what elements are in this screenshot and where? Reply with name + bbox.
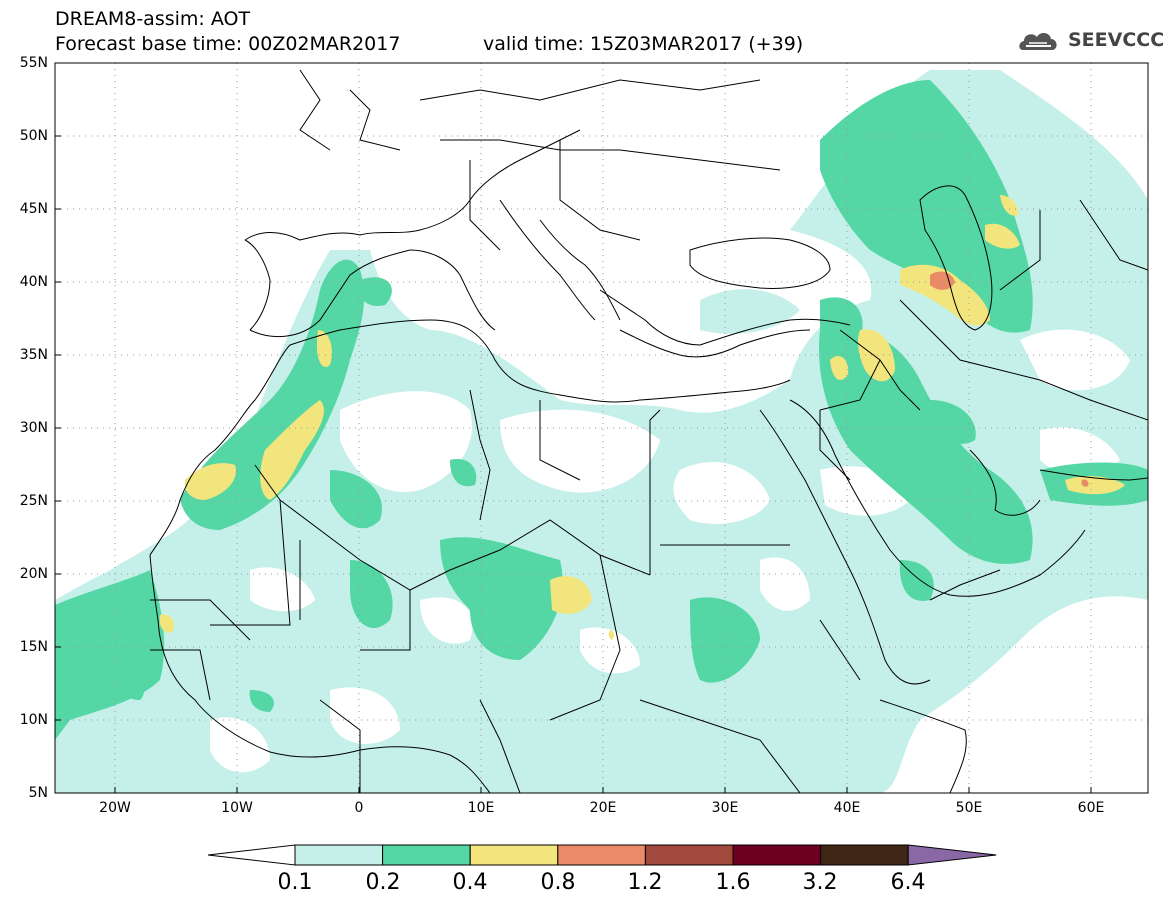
lon-label: 60E	[1077, 800, 1105, 816]
lon-label: 20E	[589, 800, 617, 816]
coastlines-and-borders	[149, 69, 1148, 793]
cloud-logo-icon	[1019, 33, 1057, 50]
legend-label: 0.4	[452, 870, 488, 895]
lat-label: 55N	[19, 55, 48, 71]
lat-label: 35N	[19, 347, 48, 363]
lon-label: 10E	[467, 800, 495, 816]
lat-label: 25N	[19, 493, 48, 509]
graticule	[55, 63, 1148, 793]
lat-label: 15N	[19, 639, 48, 655]
lon-label: 30E	[711, 800, 739, 816]
lat-label: 5N	[28, 785, 48, 801]
lon-label: 20W	[99, 800, 131, 816]
axis-ticks	[55, 135, 1092, 793]
legend-label: 1.6	[715, 870, 751, 895]
legend-label: 1.2	[627, 870, 663, 895]
lon-label: 10W	[221, 800, 253, 816]
aot-level-0.8-field	[930, 271, 1089, 487]
logo-text: SEEVCCC	[1068, 29, 1165, 51]
legend-label: 6.4	[890, 870, 926, 895]
aot-level-0.2-field	[55, 80, 1148, 740]
lon-label: 40E	[833, 800, 861, 816]
aot-level-0.4-field	[159, 195, 1125, 640]
lon-label: 0	[354, 800, 364, 816]
lat-label: 10N	[19, 712, 48, 728]
legend-label: 3.2	[802, 870, 838, 895]
lat-label: 30N	[19, 420, 48, 436]
legend-label: 0.2	[365, 870, 401, 895]
legend-label: 0.1	[277, 870, 313, 895]
lat-label: 50N	[19, 128, 48, 144]
map-title: DREAM8-assim: AOT	[55, 8, 251, 30]
valid-time: valid time: 15Z03MAR2017 (+39)	[483, 33, 804, 55]
lat-label: 20N	[19, 566, 48, 582]
legend-label: 0.8	[540, 870, 576, 895]
lon-label: 50E	[955, 800, 983, 816]
lat-label: 45N	[19, 201, 48, 217]
forecast-base-time: Forecast base time: 00Z02MAR2017	[55, 33, 401, 55]
lat-label: 40N	[19, 274, 48, 290]
